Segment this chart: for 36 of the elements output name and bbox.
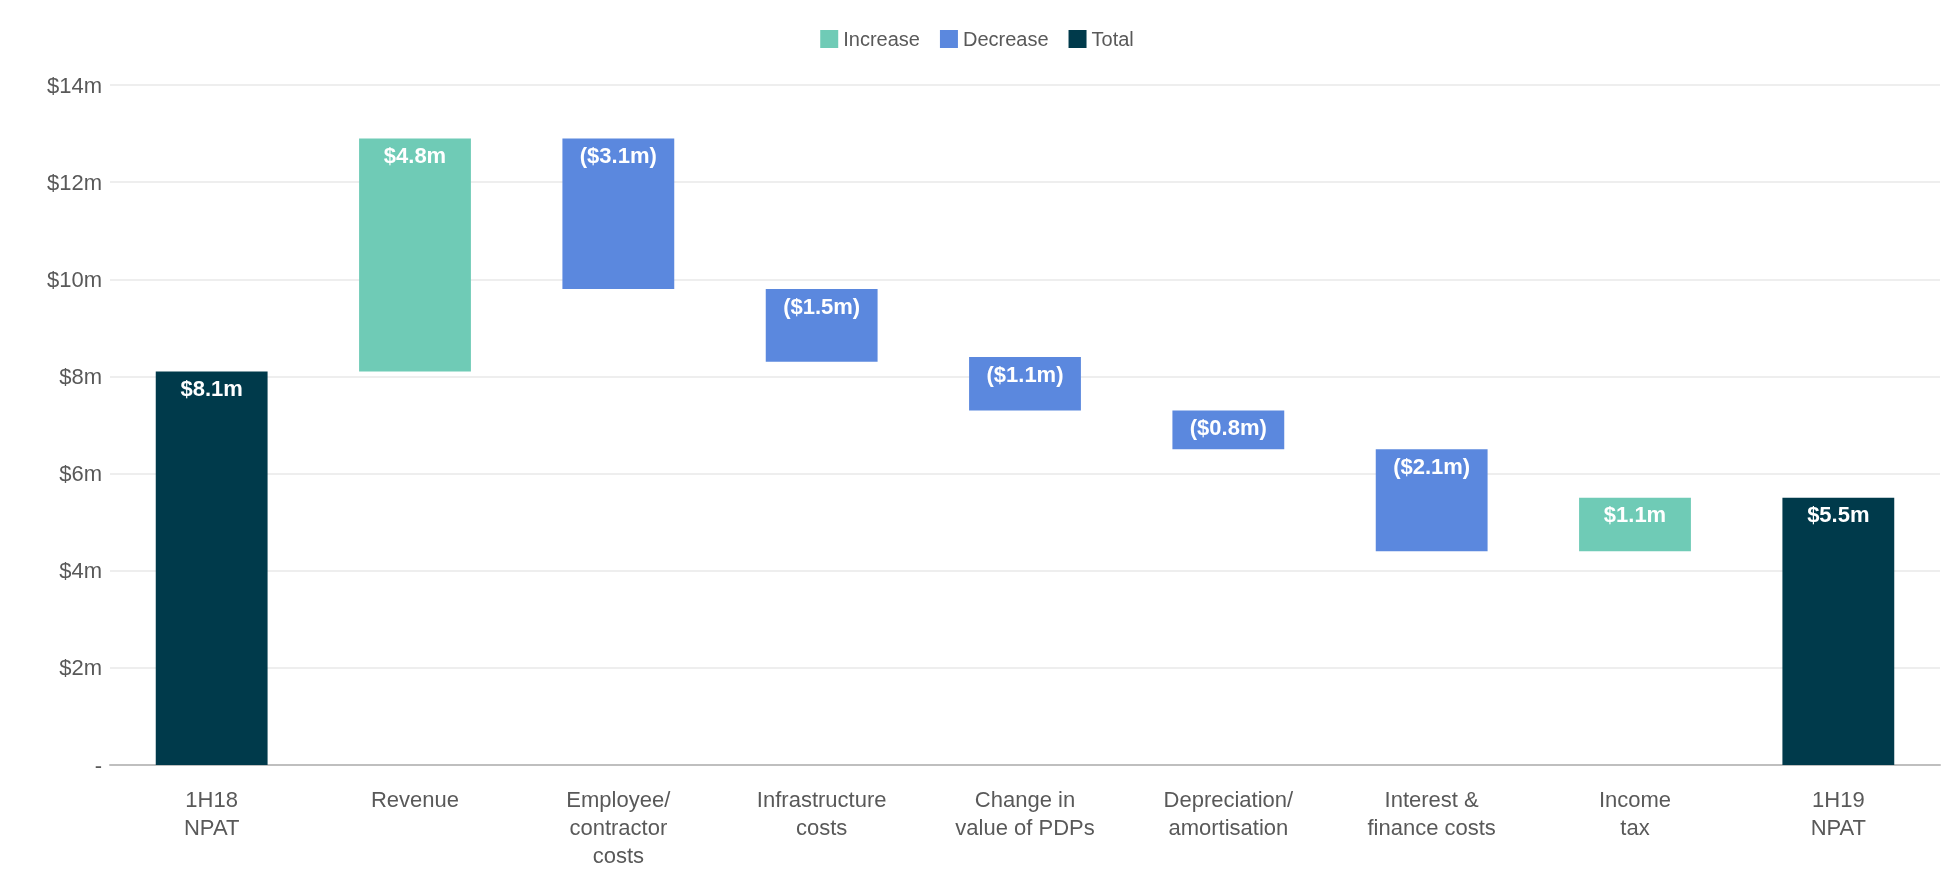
y-tick-label: $8m <box>59 363 102 389</box>
data-label: $8.1m <box>180 376 243 402</box>
legend-label: Total <box>1091 28 1134 50</box>
x-tick-label: Income tax <box>1598 786 1672 840</box>
legend-label: Increase <box>843 28 920 50</box>
x-tick-label: Employee/ contractor costs <box>566 786 672 868</box>
legend-label: Decrease <box>962 28 1049 50</box>
bar <box>1782 497 1895 765</box>
y-tick-label: $6m <box>59 461 102 487</box>
data-label: $5.5m <box>1807 502 1870 528</box>
y-tick-label: $2m <box>59 655 102 681</box>
bar <box>155 371 268 765</box>
bar <box>359 138 471 372</box>
data-label: ($0.8m) <box>1189 414 1267 440</box>
data-label: ($1.1m) <box>986 361 1064 387</box>
y-tick-label: $12m <box>46 169 102 195</box>
data-label: ($2.1m) <box>1393 453 1471 479</box>
x-tick-label: Change in value of PDPs <box>955 786 1095 840</box>
x-tick-label: Revenue <box>370 786 460 812</box>
data-label: ($1.5m) <box>783 293 861 319</box>
data-label: ($3.1m) <box>579 142 657 168</box>
x-tick-label: 1H18 NPAT <box>183 786 240 840</box>
bar <box>562 138 675 289</box>
y-tick-label: $10m <box>46 266 102 292</box>
y-tick-label: $14m <box>46 72 102 98</box>
x-tick-label: Infrastructure costs <box>756 786 887 840</box>
x-tick-label: Depreciation/ amortisation <box>1163 786 1295 840</box>
bar <box>1579 497 1691 552</box>
x-tick-label: Interest & finance costs <box>1367 786 1496 840</box>
data-label: $4.8m <box>383 142 447 168</box>
x-tick-label: 1H19 NPAT <box>1810 786 1867 840</box>
data-label: $1.1m <box>1603 502 1667 528</box>
y-tick-label: $4m <box>59 558 102 584</box>
bar <box>765 289 878 362</box>
y-tick-label: - <box>94 752 102 778</box>
bar <box>1375 449 1488 552</box>
